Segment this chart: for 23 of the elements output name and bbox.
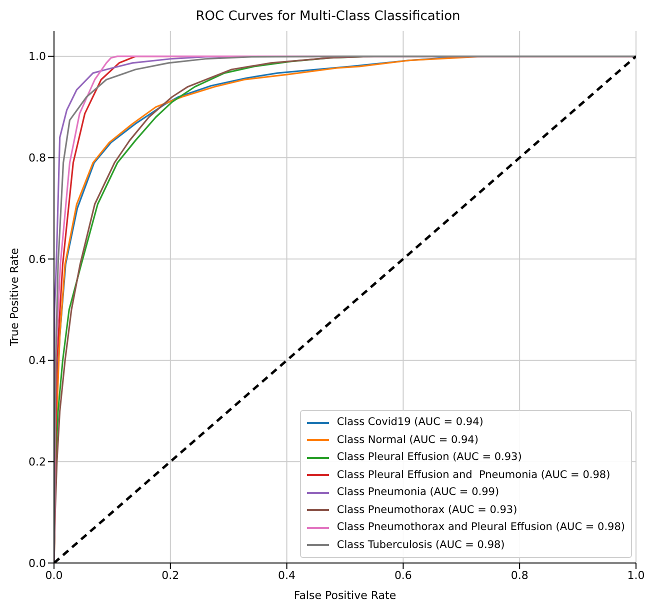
legend-label: Class Pneumothorax (AUC = 0.93) <box>336 502 518 518</box>
x-tick-label: 0.4 <box>278 568 296 582</box>
y-tick-label: 0.0 <box>28 556 46 570</box>
y-tick-label: 0.4 <box>28 354 46 368</box>
legend-label: Class Covid19 (AUC = 0.94) <box>336 415 484 430</box>
legend-label: Class Normal (AUC = 0.94) <box>336 432 478 448</box>
y-tick-label: 0.2 <box>28 456 46 469</box>
legend-label: Class Pleural Effusion (AUC = 0.93) <box>336 450 522 465</box>
y-tick-label: 0.6 <box>28 252 46 266</box>
x-tick-label: 1.0 <box>627 568 645 582</box>
x-axis-title: False Positive Rate <box>294 589 396 601</box>
legend-label: Class Pneumothorax and Pleural Effusion (AUC = 0.98) <box>336 520 625 535</box>
x-tick-label: 0.8 <box>510 568 528 582</box>
x-tick-label: 0.2 <box>162 568 180 582</box>
y-tick-label: 1.0 <box>28 50 46 64</box>
legend-label: Class Pneumonia (AUC = 0.99) <box>336 485 500 500</box>
chart-title: ROC Curves for Multi-Class Classification <box>194 8 462 26</box>
y-axis-title: True Positive Rate <box>8 248 21 347</box>
x-tick-label: 0.0 <box>45 568 63 582</box>
legend-label: Class Pleural Effusion and Pneumonia (AUC = 0.98) <box>336 468 610 482</box>
y-tick-label: 0.8 <box>28 152 46 165</box>
x-tick-label: 0.6 <box>394 568 412 582</box>
legend-label: Class Tuberculosis (AUC = 0.98) <box>336 538 505 552</box>
